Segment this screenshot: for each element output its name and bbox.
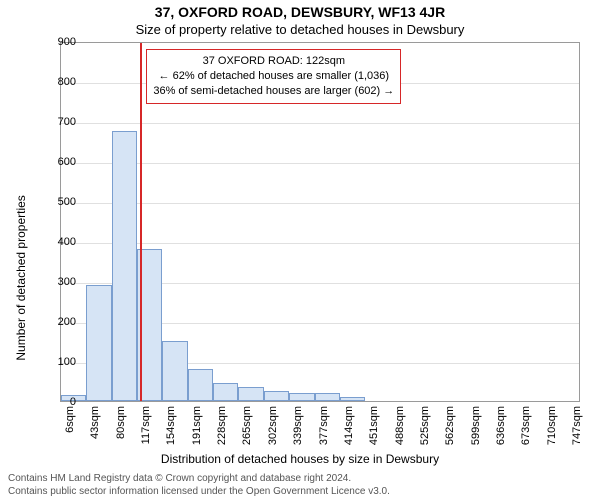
xtick-label: 302sqm xyxy=(267,406,279,445)
histogram-bar xyxy=(238,387,263,401)
property-marker-line xyxy=(140,43,142,401)
histogram-bar xyxy=(289,393,315,401)
xtick-label: 414sqm xyxy=(343,406,355,445)
xtick-label: 599sqm xyxy=(470,406,482,445)
xtick-label: 43sqm xyxy=(89,406,101,439)
gridline xyxy=(61,203,579,204)
histogram-bar xyxy=(86,285,111,401)
footer-line1: Contains HM Land Registry data © Crown c… xyxy=(8,473,390,486)
xtick-label: 673sqm xyxy=(520,406,532,445)
xtick-label: 117sqm xyxy=(140,406,152,444)
xtick-label: 377sqm xyxy=(318,406,330,445)
xtick-label: 265sqm xyxy=(241,406,253,445)
title-main: 37, OXFORD ROAD, DEWSBURY, WF13 4JR xyxy=(0,4,600,20)
footer-line2: Contains public sector information licen… xyxy=(8,486,390,499)
xtick-label: 451sqm xyxy=(368,406,380,445)
x-axis-label: Distribution of detached houses by size … xyxy=(0,452,600,466)
histogram-bar xyxy=(340,397,365,401)
ytick-label: 100 xyxy=(58,356,76,368)
gridline xyxy=(61,163,579,164)
xtick-label: 525sqm xyxy=(419,406,431,445)
xtick-label: 562sqm xyxy=(444,406,456,445)
xtick-label: 228sqm xyxy=(216,406,228,445)
infobox-line1: 37 OXFORD ROAD: 122sqm xyxy=(153,54,394,69)
infobox-line2: ← 62% of detached houses are smaller (1,… xyxy=(153,69,394,84)
xtick-label: 636sqm xyxy=(495,406,507,445)
ytick-label: 800 xyxy=(58,76,76,88)
ytick-label: 700 xyxy=(58,116,76,128)
chart-container: 37, OXFORD ROAD, DEWSBURY, WF13 4JR Size… xyxy=(0,0,600,500)
ytick-label: 200 xyxy=(58,316,76,328)
infobox-line3: 36% of semi-detached houses are larger (… xyxy=(153,84,394,99)
y-axis-label: Number of detached properties xyxy=(14,195,28,360)
ytick-label: 600 xyxy=(58,156,76,168)
histogram-bar xyxy=(213,383,238,401)
xtick-label: 154sqm xyxy=(165,406,177,445)
histogram-bar xyxy=(264,391,289,401)
histogram-bar xyxy=(188,369,213,401)
ytick-label: 400 xyxy=(58,236,76,248)
xtick-label: 6sqm xyxy=(64,406,76,433)
gridline xyxy=(61,123,579,124)
attribution-footer: Contains HM Land Registry data © Crown c… xyxy=(8,473,390,498)
xtick-label: 339sqm xyxy=(292,406,304,445)
xtick-label: 488sqm xyxy=(394,406,406,445)
property-infobox: 37 OXFORD ROAD: 122sqm ← 62% of detached… xyxy=(146,49,401,104)
xtick-label: 710sqm xyxy=(546,406,558,445)
histogram-bar xyxy=(162,341,187,401)
ytick-label: 300 xyxy=(58,276,76,288)
xtick-label: 747sqm xyxy=(571,406,583,445)
histogram-bar xyxy=(112,131,137,401)
histogram-plot: 37 OXFORD ROAD: 122sqm ← 62% of detached… xyxy=(60,42,580,402)
ytick-label: 500 xyxy=(58,196,76,208)
gridline xyxy=(61,243,579,244)
xtick-label: 191sqm xyxy=(191,406,203,445)
ytick-label: 900 xyxy=(58,36,76,48)
histogram-bar xyxy=(315,393,340,401)
title-sub: Size of property relative to detached ho… xyxy=(0,22,600,37)
xtick-label: 80sqm xyxy=(115,406,127,439)
